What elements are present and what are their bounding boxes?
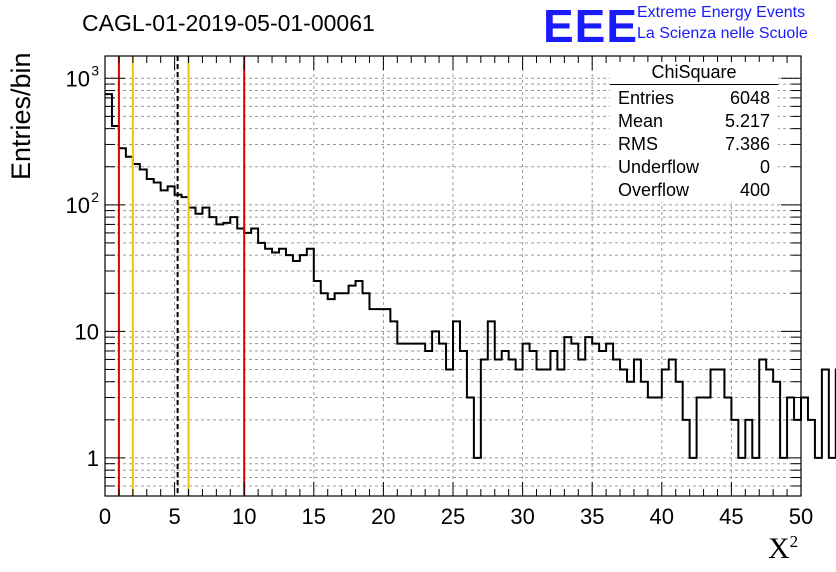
x-tick-label: 50 xyxy=(789,504,813,529)
y-axis-label: Entries/bin xyxy=(6,52,36,180)
axis-ticks xyxy=(104,56,802,497)
stats-value: 5.217 xyxy=(724,111,770,131)
logo-line-2: La Scienza nelle Scuole xyxy=(637,25,808,42)
stats-label: RMS xyxy=(618,134,658,154)
x-tick-label: 45 xyxy=(719,504,743,529)
stats-value: 7.386 xyxy=(724,134,770,154)
stats-label: Overflow xyxy=(618,180,690,200)
histogram-series xyxy=(105,93,836,459)
stats-label: Entries xyxy=(618,88,675,108)
chart-title: CAGL-01-2019-05-01-00061 xyxy=(82,10,375,36)
stats-row-underflow: Underflow 0 xyxy=(610,156,778,179)
x-axis-label-base: X xyxy=(768,532,790,565)
x-tick-label: 10 xyxy=(232,504,256,529)
stats-row-mean: Mean 5.217 xyxy=(610,110,778,133)
reference-lines xyxy=(117,56,246,496)
stats-title: ChiSquare xyxy=(610,62,778,85)
y-tick-label-exponent: 2 xyxy=(91,189,99,205)
stats-row-rms: RMS 7.386 xyxy=(610,133,778,156)
x-tick-label: 15 xyxy=(302,504,326,529)
stats-row-overflow: Overflow 400 xyxy=(610,179,778,202)
x-tick-label: 5 xyxy=(168,504,180,529)
histogram-step-line xyxy=(105,93,836,459)
x-tick-label: 0 xyxy=(99,504,111,529)
stats-box: ChiSquare Entries 6048 Mean 5.217 RMS 7.… xyxy=(610,62,778,202)
stats-value: 0 xyxy=(759,157,770,177)
y-tick-label-exponent: 3 xyxy=(91,62,99,78)
stats-value: 400 xyxy=(739,180,770,200)
y-tick-label: 10 xyxy=(75,319,99,344)
logo-caption: Extreme Energy Events La Scienza nelle S… xyxy=(637,2,808,44)
stats-value: 6048 xyxy=(729,88,770,108)
y-tick-label: 10 xyxy=(66,193,90,218)
logo-line-1: Extreme Energy Events xyxy=(637,4,806,21)
stats-label: Underflow xyxy=(618,157,700,177)
x-tick-label: 30 xyxy=(510,504,534,529)
x-tick-label: 25 xyxy=(441,504,465,529)
x-tick-label: 40 xyxy=(650,504,674,529)
eee-logo: EEE xyxy=(543,0,639,52)
x-tick-label: 20 xyxy=(371,504,395,529)
x-axis-label-exponent: 2 xyxy=(789,532,799,551)
x-tick-label: 35 xyxy=(580,504,604,529)
y-tick-label: 1 xyxy=(87,446,99,471)
stats-label: Mean xyxy=(618,111,664,131)
y-tick-label: 10 xyxy=(66,66,90,91)
x-axis-label: X2 xyxy=(768,532,798,566)
stats-row-entries: Entries 6048 xyxy=(610,87,778,110)
